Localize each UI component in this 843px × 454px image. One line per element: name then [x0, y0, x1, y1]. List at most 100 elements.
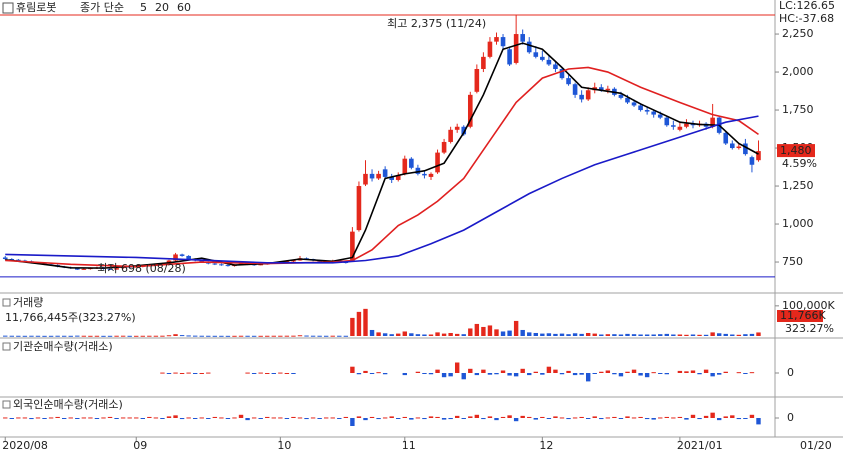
bar: [22, 335, 28, 337]
bar: [625, 333, 630, 336]
x-tick-label: 12: [539, 439, 553, 452]
bar: [527, 416, 532, 418]
bar: [304, 335, 309, 337]
candle-body: [454, 126, 460, 130]
bar: [644, 373, 650, 378]
bar: [435, 369, 440, 373]
bar: [677, 416, 683, 418]
bar: [258, 372, 263, 374]
bar: [749, 372, 755, 374]
candle-body: [291, 260, 296, 262]
candle-body: [435, 152, 440, 173]
bar: [690, 414, 696, 418]
bar: [310, 335, 316, 337]
x-tick-label: 2021/01: [677, 439, 723, 452]
candle-body: [520, 34, 525, 42]
bar: [199, 417, 204, 419]
y-tick-label: 750: [782, 255, 803, 268]
bar: [638, 334, 643, 336]
bar: [278, 417, 283, 419]
y-tick-label: 2,250: [782, 27, 814, 40]
candle-body: [625, 97, 630, 103]
bar: [671, 334, 676, 336]
bar: [147, 416, 152, 418]
legend-entry: 60: [177, 1, 191, 14]
bar: [612, 373, 617, 375]
candle-body: [389, 176, 394, 180]
bar: [409, 333, 414, 336]
last-change: 4.59%: [782, 157, 817, 170]
bar: [756, 332, 761, 336]
candle-body: [212, 263, 218, 265]
candle-body: [382, 169, 388, 177]
bar: [730, 334, 735, 336]
bar: [487, 325, 493, 336]
bar: [212, 416, 218, 418]
bar: [382, 417, 388, 419]
bar: [513, 320, 519, 336]
bar: [749, 333, 755, 336]
bar: [363, 308, 368, 336]
bar: [441, 373, 447, 378]
bar: [638, 373, 643, 376]
bar: [68, 417, 73, 419]
bar: [435, 416, 440, 418]
bar: [513, 418, 519, 422]
bar: [251, 335, 257, 337]
bar: [212, 335, 218, 337]
bar: [605, 417, 611, 419]
bar: [710, 332, 715, 336]
x-tick-label: 10: [277, 439, 291, 452]
bar: [461, 418, 466, 419]
bar: [428, 334, 434, 336]
bar: [540, 333, 545, 336]
bar: [278, 372, 283, 374]
bar: [337, 335, 342, 337]
bar: [402, 416, 407, 418]
candle-body: [526, 41, 532, 53]
bar: [343, 416, 349, 418]
bar: [618, 334, 624, 336]
panel-icon: [2, 298, 11, 307]
bar: [553, 416, 558, 418]
bar: [658, 373, 663, 374]
bar: [500, 416, 506, 418]
last-price: 1,480: [780, 144, 812, 157]
y-tick-label: 0: [787, 366, 794, 379]
candle-body: [16, 259, 21, 261]
bar: [461, 373, 466, 380]
bar: [677, 334, 683, 336]
x-tick-label: 11: [402, 439, 416, 452]
bar: [68, 335, 73, 337]
bar: [317, 335, 322, 337]
last-volume-box: [777, 310, 823, 322]
bar: [553, 333, 558, 336]
candle-body: [179, 254, 185, 256]
candle-body: [114, 268, 119, 270]
bar: [572, 333, 578, 336]
bar: [507, 415, 512, 418]
moving-average: [5, 115, 759, 264]
bar: [55, 416, 60, 418]
bar: [697, 334, 702, 336]
bar: [166, 373, 172, 374]
bar: [81, 335, 87, 337]
bar: [330, 335, 335, 337]
menu-icon[interactable]: [2, 2, 14, 14]
bar: [507, 373, 512, 376]
bar: [245, 335, 250, 337]
bar: [134, 417, 139, 419]
inst-title: 기관순매수량(거래소): [13, 340, 113, 353]
bar: [454, 415, 460, 418]
bar: [494, 329, 499, 336]
candle-body: [559, 69, 565, 79]
bar: [723, 333, 728, 336]
bar: [651, 418, 656, 420]
bar: [186, 335, 191, 337]
bar: [75, 418, 80, 419]
candle-body: [422, 173, 427, 176]
bar: [743, 373, 748, 374]
bar: [16, 417, 21, 419]
bar: [284, 373, 290, 374]
